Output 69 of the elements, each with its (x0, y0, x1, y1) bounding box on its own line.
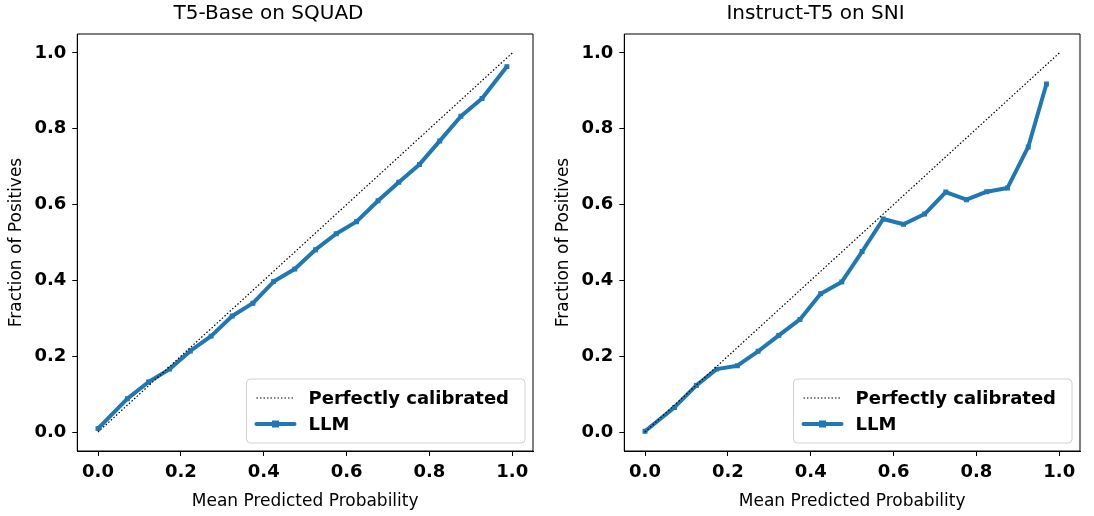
point (458, 113, 464, 119)
x-tick-label: 0.4 (794, 460, 827, 482)
point (124, 396, 130, 402)
point (479, 95, 485, 101)
point (776, 332, 782, 338)
x-tick-label: 0.0 (629, 460, 661, 482)
x-tick-label: 0.4 (247, 460, 280, 482)
point (354, 219, 359, 225)
legend-label: Perfectly calibrated (855, 386, 1057, 408)
point (714, 366, 720, 372)
point (839, 279, 845, 285)
legend-label: Perfectly calibrated (308, 386, 510, 408)
y-tick-label: 0.2 (581, 343, 614, 365)
point (208, 333, 214, 339)
x-tick-label: 0.2 (711, 460, 744, 482)
point (167, 366, 173, 372)
point (818, 291, 824, 297)
point (1005, 185, 1010, 191)
point (671, 404, 677, 410)
y-tick-label: 0.4 (581, 268, 614, 290)
point (964, 197, 969, 203)
y-axis-title: Fraction of Positives (4, 157, 25, 328)
x-tick-label: 0.6 (330, 460, 363, 482)
x-tick-label: 0.6 (877, 460, 910, 482)
chart-title: Instruct-T5 on SNI (726, 0, 905, 25)
point (797, 316, 803, 322)
y-tick-label: 1.0 (34, 40, 67, 62)
point (187, 348, 193, 354)
x-tick-label: 0.8 (413, 460, 446, 482)
point (250, 300, 256, 306)
point (859, 249, 865, 255)
y-tick-label: 0.4 (34, 268, 67, 290)
point (984, 189, 990, 195)
point (375, 198, 381, 204)
point (901, 221, 906, 227)
x-axis-title: Mean Predicted Probability (191, 490, 419, 511)
point (734, 363, 740, 369)
y-tick-label: 0.6 (581, 192, 614, 214)
y-tick-label: 0.0 (34, 419, 67, 441)
x-axis-title: Mean Predicted Probability (738, 490, 966, 511)
y-axis-title: Fraction of Positives (551, 157, 572, 328)
y-tick-label: 0.8 (581, 116, 614, 138)
y-tick-label: 0.6 (34, 192, 67, 214)
point (943, 189, 949, 195)
point (396, 179, 402, 185)
point (417, 161, 422, 167)
point (1043, 81, 1049, 87)
y-tick-label: 1.0 (581, 40, 614, 62)
point (229, 313, 235, 319)
x-tick-label: 0.2 (164, 460, 197, 482)
y-tick-label: 0.2 (34, 343, 67, 365)
y-tick-label: 0.8 (34, 116, 67, 138)
point (271, 279, 277, 285)
y-tick-label: 0.0 (581, 419, 614, 441)
point (922, 211, 928, 217)
chart-title: T5-Base on SQUAD (172, 0, 364, 25)
point (504, 64, 510, 70)
point (1025, 144, 1031, 150)
x-tick-label: 0.0 (82, 460, 114, 482)
x-tick-label: 1.0 (496, 460, 529, 482)
legend-label: LLM (855, 412, 897, 434)
point (333, 231, 339, 237)
point (313, 247, 318, 253)
x-tick-label: 0.8 (960, 460, 993, 482)
x-tick-label: 1.0 (1043, 460, 1076, 482)
point (292, 266, 298, 272)
legend-label: LLM (308, 412, 350, 434)
point (437, 138, 443, 144)
point (755, 348, 761, 354)
